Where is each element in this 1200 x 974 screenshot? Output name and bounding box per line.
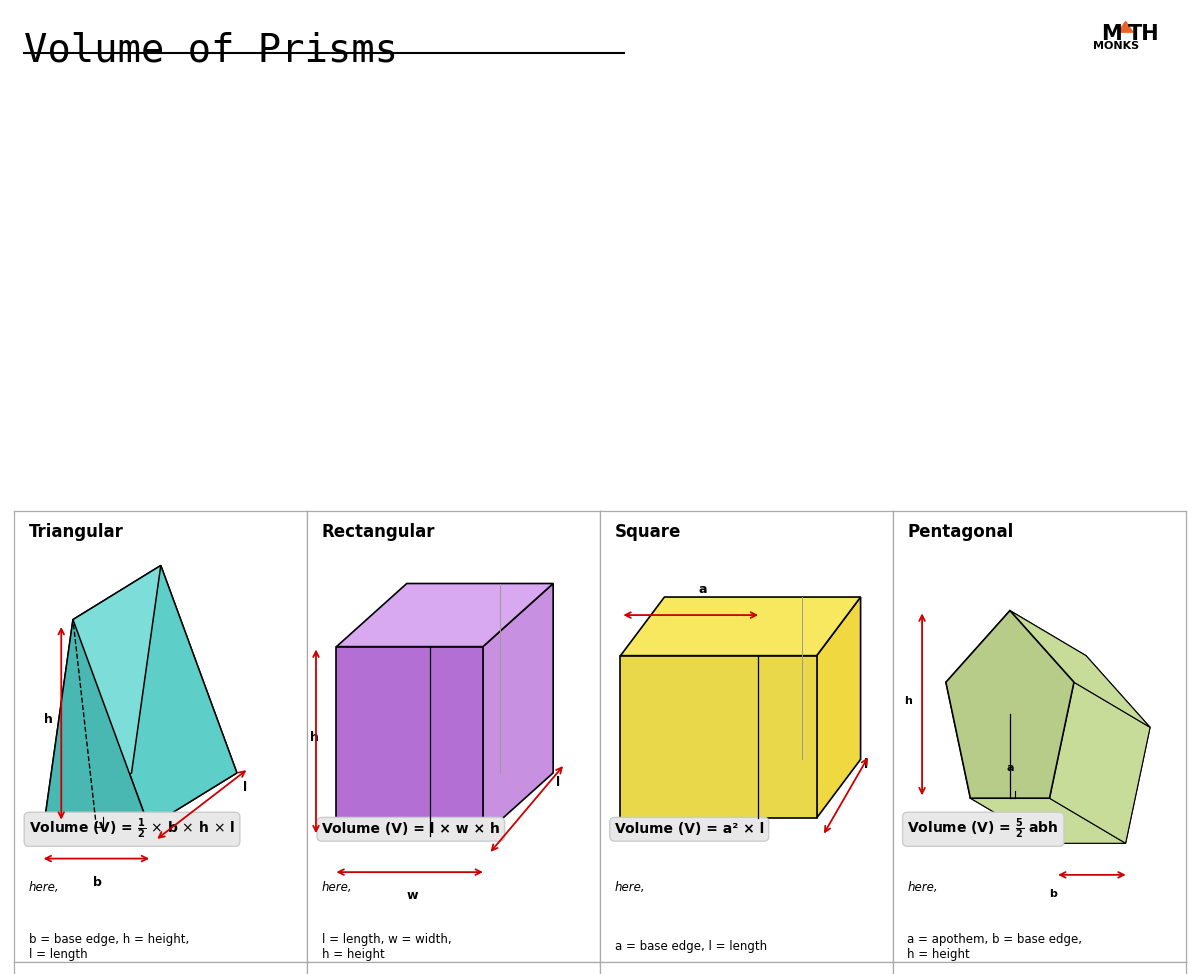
Text: MONKS: MONKS — [1093, 41, 1139, 51]
Text: a = base edge, l = length: a = base edge, l = length — [614, 940, 767, 953]
Polygon shape — [620, 597, 860, 656]
Text: l: l — [556, 776, 560, 790]
Text: TH: TH — [1128, 24, 1159, 45]
Polygon shape — [336, 583, 553, 647]
Polygon shape — [946, 611, 1074, 799]
Text: Triangular: Triangular — [29, 523, 124, 541]
Polygon shape — [43, 566, 161, 827]
Text: l: l — [242, 781, 247, 794]
Text: Volume of Prisms: Volume of Prisms — [24, 31, 398, 69]
Text: here,: here, — [614, 881, 646, 894]
Text: M: M — [1102, 24, 1122, 45]
Polygon shape — [946, 611, 1086, 728]
Text: a: a — [698, 582, 707, 595]
Text: Volume (V) = a² × l: Volume (V) = a² × l — [614, 822, 764, 837]
Polygon shape — [73, 566, 236, 827]
Polygon shape — [132, 566, 236, 773]
Polygon shape — [43, 619, 149, 827]
Polygon shape — [946, 682, 1046, 843]
Text: h: h — [43, 713, 53, 727]
Text: Square: Square — [614, 523, 682, 541]
Text: l: l — [864, 759, 868, 771]
Polygon shape — [336, 647, 482, 836]
Polygon shape — [1022, 656, 1150, 843]
Polygon shape — [971, 799, 1126, 843]
Polygon shape — [1050, 682, 1150, 843]
Text: Volume (V) = $\frac{\mathbf{1}}{\mathbf{2}}$ $\times$ b $\times$ h $\times$ l: Volume (V) = $\frac{\mathbf{1}}{\mathbf{… — [29, 817, 235, 842]
Polygon shape — [620, 656, 817, 818]
Text: a = apothem, b = base edge,
h = height: a = apothem, b = base edge, h = height — [907, 932, 1082, 960]
Text: l = length, w = width,
h = height: l = length, w = width, h = height — [322, 932, 451, 960]
Polygon shape — [817, 597, 860, 818]
Text: w: w — [407, 889, 419, 902]
Polygon shape — [43, 773, 236, 827]
Text: Rectangular: Rectangular — [322, 523, 436, 541]
Text: b = base edge, h = height,
l = length: b = base edge, h = height, l = length — [29, 932, 190, 960]
Text: b: b — [1049, 889, 1057, 899]
Text: here,: here, — [907, 881, 938, 894]
Text: Volume (V) = l × w × h: Volume (V) = l × w × h — [322, 822, 499, 837]
Text: Pentagonal: Pentagonal — [907, 523, 1014, 541]
Text: Volume (V) = $\frac{\mathbf{5}}{\mathbf{2}}$ abh: Volume (V) = $\frac{\mathbf{5}}{\mathbf{… — [907, 817, 1060, 842]
Text: a: a — [1007, 764, 1014, 773]
Polygon shape — [1010, 611, 1150, 728]
Text: here,: here, — [322, 881, 353, 894]
Text: h: h — [310, 731, 319, 744]
Text: b: b — [94, 876, 102, 888]
Text: h: h — [905, 696, 912, 706]
Text: here,: here, — [29, 881, 60, 894]
Polygon shape — [482, 583, 553, 836]
